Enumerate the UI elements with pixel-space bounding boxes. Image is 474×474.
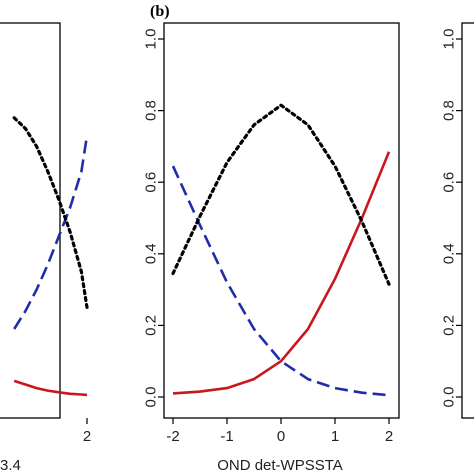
left-series-dotted-line: [12, 116, 89, 310]
left-series-solid-line: [13, 379, 88, 397]
panel-label: (b): [150, 3, 170, 20]
center-y-tick-label: 0.6: [143, 172, 160, 193]
right-panel-frame: [461, 22, 474, 419]
left-x-tick-label: 2: [83, 428, 91, 445]
right-y-tick-label: 0.6: [441, 172, 458, 193]
center-series-dotted-line: [171, 103, 391, 286]
left-panel-frame: [0, 22, 61, 419]
left-panel-xlabel: 3.4: [0, 457, 21, 474]
center-series-solid-line: [172, 151, 391, 395]
center-y-tick-label: 0.0: [143, 387, 160, 408]
center-x-tick-label: -1: [220, 428, 233, 445]
right-y-tick-label: 0.0: [441, 387, 458, 408]
center-panel-xlabel: OND det-WPSSTA: [217, 457, 343, 474]
center-y-tick-label: 1.0: [143, 29, 160, 50]
right-y-tick-label: 0.2: [441, 315, 458, 336]
center-x-tick-label: 1: [331, 428, 339, 445]
center-series-dashed-line: [171, 165, 390, 397]
right-y-tick-label: 0.4: [441, 243, 458, 264]
center-y-tick-label: 0.8: [143, 100, 160, 121]
right-y-tick-label: 1.0: [441, 29, 458, 50]
left-series-dashed-line: [13, 135, 89, 330]
center-x-tick-label: 2: [385, 428, 393, 445]
center-y-tick-label: 0.4: [143, 243, 160, 264]
center-x-tick-label: 0: [277, 428, 285, 445]
center-x-tick-label: -2: [166, 428, 179, 445]
center-y-tick-label: 0.2: [143, 315, 160, 336]
right-y-tick-label: 0.8: [441, 100, 458, 121]
